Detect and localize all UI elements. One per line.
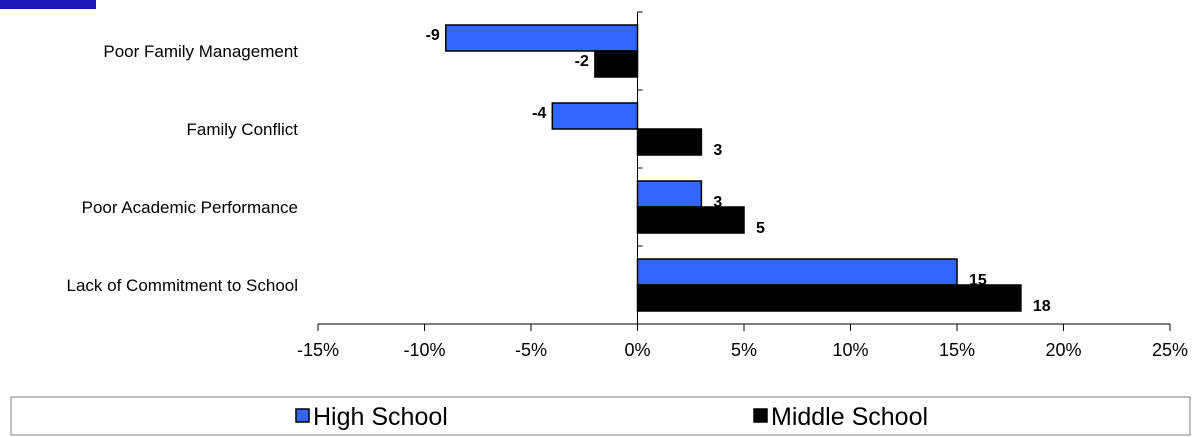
legend-swatch-middle-school bbox=[753, 408, 768, 423]
bar-high-school bbox=[636, 180, 703, 208]
legend-swatch-high-school bbox=[295, 408, 310, 423]
legend-label-middle-school: Middle School bbox=[771, 403, 928, 431]
x-tick-label: 15% bbox=[939, 340, 975, 360]
data-label: 3 bbox=[713, 194, 722, 211]
data-label: 18 bbox=[1033, 298, 1051, 315]
data-label: -9 bbox=[426, 27, 440, 44]
x-tick-label: -15% bbox=[297, 340, 339, 360]
x-tick-label: -10% bbox=[403, 340, 445, 360]
bars bbox=[445, 24, 1022, 312]
x-tick-label: 20% bbox=[1045, 340, 1081, 360]
bar-middle-school bbox=[636, 206, 745, 234]
category-label: Lack of Commitment to School bbox=[67, 276, 298, 295]
legend-label-high-school: High School bbox=[313, 403, 448, 431]
data-label: 5 bbox=[756, 220, 765, 237]
x-tick-label: 0% bbox=[624, 340, 650, 360]
data-label: 15 bbox=[969, 272, 987, 289]
legend-box bbox=[10, 396, 1191, 436]
data-label: 3 bbox=[713, 142, 722, 159]
category-label: Poor Family Management bbox=[103, 42, 298, 61]
data-label: -2 bbox=[575, 53, 589, 70]
x-tick-label: 5% bbox=[731, 340, 757, 360]
category-label: Poor Academic Performance bbox=[82, 198, 298, 217]
bar-high-school bbox=[445, 24, 639, 52]
category-label: Family Conflict bbox=[187, 120, 299, 139]
bar-high-school bbox=[551, 102, 639, 130]
labels: -15% -10% -5% 0% 5% 10% 15% 20% 25% Poor Family M… bbox=[67, 27, 1189, 360]
bar-middle-school bbox=[636, 284, 1022, 312]
bar-middle-school bbox=[636, 128, 703, 156]
data-label: -4 bbox=[532, 105, 546, 122]
header-accent-bar bbox=[0, 0, 96, 9]
legend: High School Middle School bbox=[10, 396, 1191, 436]
x-tick-label: -5% bbox=[515, 340, 547, 360]
x-tick-label: 10% bbox=[832, 340, 868, 360]
bar-middle-school bbox=[594, 50, 639, 78]
bar-high-school bbox=[636, 258, 958, 286]
x-tick-label: 25% bbox=[1152, 340, 1188, 360]
